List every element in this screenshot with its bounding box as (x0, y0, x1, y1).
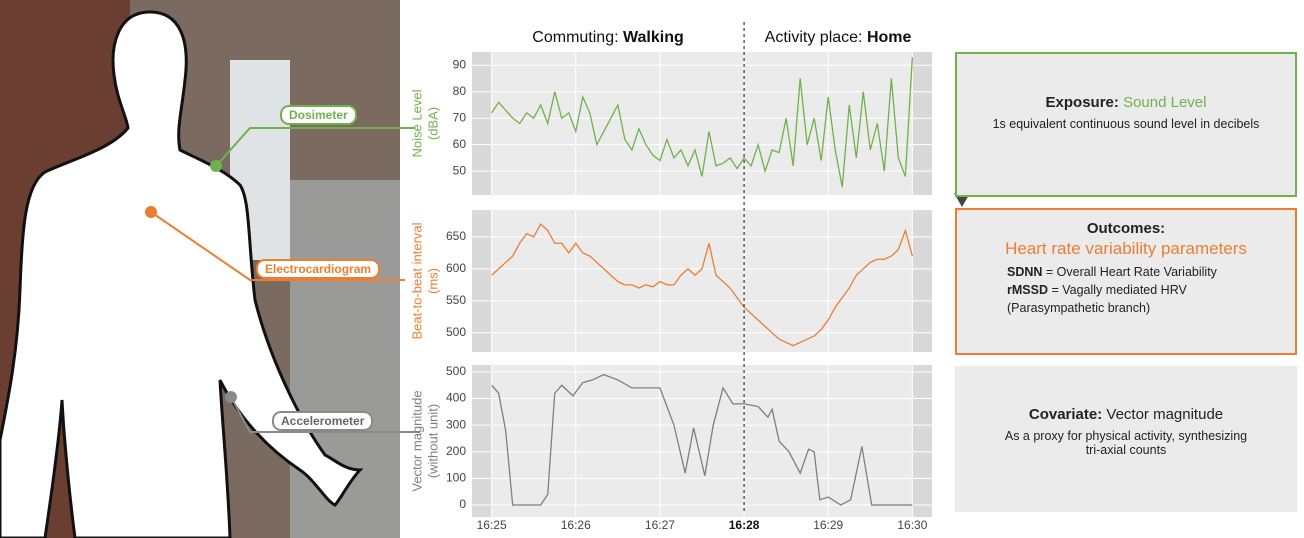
y-axis-label: Vector magnitude (409, 390, 424, 491)
dosimeter-leader (215, 127, 415, 167)
panel-background (472, 210, 932, 352)
data-line (491, 373, 913, 506)
y-tick-label: 50 (453, 163, 467, 177)
body-silhouette (0, 10, 364, 538)
phase-title: Activity place: Home (765, 29, 912, 46)
x-tick-label: 16:29 (813, 518, 843, 532)
phase-label: Activity place: (765, 29, 863, 46)
out-of-range-shade (472, 365, 492, 517)
box-heading: Covariate: (1028, 406, 1103, 423)
y-axis-label: Beat-to-beat interval (409, 222, 424, 339)
y-tick-label: 550 (446, 293, 466, 307)
y-tick-label: 100 (446, 471, 466, 485)
y-tick-label: 400 (446, 391, 466, 405)
x-tick-label: 16:25 (477, 518, 507, 532)
ecg-leader (150, 211, 405, 281)
accelerometer-leader (230, 396, 420, 433)
out-of-range-shade (912, 52, 932, 195)
y-tick-label: 90 (453, 57, 467, 71)
out-of-range-shade (472, 210, 492, 352)
definition: = Overall Heart Rate Variability (1045, 265, 1217, 279)
dosimeter-dot (210, 160, 222, 172)
sensor-label: Accelerometer (272, 411, 374, 431)
box-heading: Exposure: (1045, 94, 1119, 111)
accelerometer-dot (225, 391, 237, 403)
y-tick-label: 200 (446, 444, 466, 458)
y-tick-label: 60 (453, 137, 467, 151)
y-tick-label: 300 (446, 417, 466, 431)
ecg-dot (145, 206, 157, 218)
phase-value: Walking (623, 29, 684, 46)
box-text: (Parasympathetic branch) (1007, 301, 1151, 315)
box-text: As a proxy for physical activity, synthe… (1004, 429, 1248, 443)
y-tick-label: 70 (453, 110, 467, 124)
y-axis-label: (without unit) (425, 404, 440, 478)
sensor-label: Dosimeter (280, 105, 357, 125)
x-tick-label: 16:26 (561, 518, 591, 532)
x-tick-label: 16:27 (645, 518, 675, 532)
y-tick-label: 650 (446, 229, 466, 243)
outcomes-box: Outcomes: Heart rate variability paramet… (955, 208, 1297, 355)
x-tick-label: 16:28 (729, 518, 760, 532)
y-tick-label: 500 (446, 364, 466, 378)
y-tick-label: 0 (459, 497, 466, 511)
out-of-range-shade (472, 52, 492, 195)
panel-background (472, 365, 932, 517)
exposure-box: Exposure: Sound Level 1s equivalent cont… (955, 52, 1297, 197)
y-tick-label: 600 (446, 261, 466, 275)
out-of-range-shade (912, 210, 932, 352)
box-heading: Outcomes: (1086, 220, 1166, 237)
phase-title: Commuting: Walking (532, 29, 683, 46)
term: SDNN (1007, 265, 1043, 279)
box-text: tri-axial counts (1085, 443, 1167, 457)
y-axis-label: (dBA) (425, 107, 440, 140)
box-subject: Sound Level (1123, 94, 1207, 111)
y-tick-label: 80 (453, 84, 467, 98)
term: rMSSD (1007, 283, 1048, 297)
covariate-box: Covariate: Vector magnitude As a proxy f… (955, 366, 1297, 512)
phase-value: Home (867, 29, 912, 46)
box-subject: Heart rate variability parameters (1005, 239, 1247, 258)
y-axis-label: (ms) (425, 268, 440, 294)
definition: = Vagally mediated HRV (1051, 283, 1187, 297)
box-subject: Vector magnitude (1106, 406, 1224, 423)
box-text: 1s equivalent continuous sound level in … (992, 117, 1260, 131)
y-axis-label: Noise Level (409, 89, 424, 157)
data-line (491, 223, 913, 347)
sensor-label: Electrocardiogram (256, 259, 381, 279)
out-of-range-shade (912, 365, 932, 517)
phase-label: Commuting: (532, 29, 618, 46)
y-tick-label: 500 (446, 325, 466, 339)
data-line (491, 57, 914, 188)
x-tick-label: 16:30 (897, 518, 927, 532)
